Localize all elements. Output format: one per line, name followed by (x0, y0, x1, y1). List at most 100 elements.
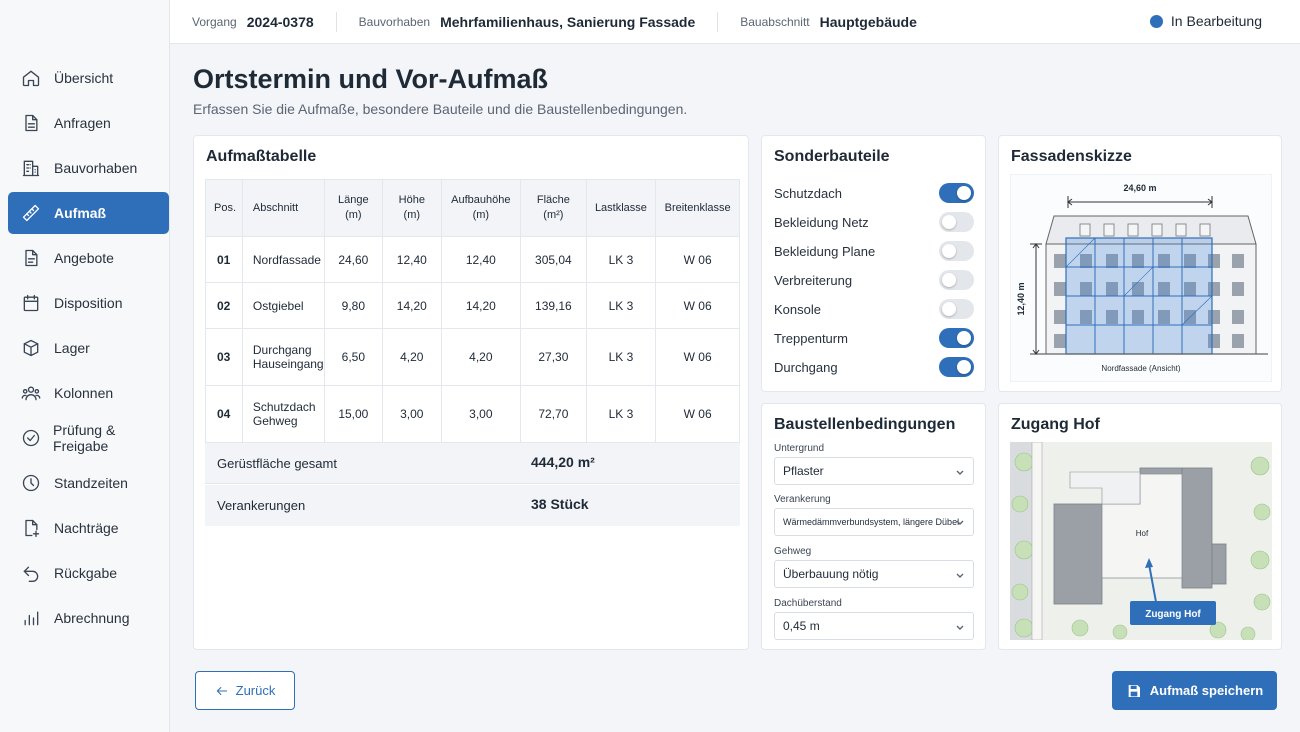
vorgang-value: 2024-0378 (246, 13, 314, 30)
toggle-treppenturm[interactable] (939, 328, 974, 348)
sidebar-item-label: Lager (54, 340, 90, 356)
sidebar-nav: Übersicht Anfragen Bauvorhaben Aufmaß An… (8, 57, 169, 642)
cell-aufbauhoehe: 4,20 (440, 328, 522, 386)
cell-abschnitt: Schutzdach Gehweg (241, 385, 325, 443)
fassadenskizze-card: Fassadenskizze 24,60 m (998, 135, 1282, 392)
facade-sketch: 24,60 m 12,40 m (1010, 174, 1272, 382)
table-row[interactable]: 02 Ostgiebel 9,80 14,20 14,20 139,16 LK … (205, 282, 740, 329)
cell-abschnitt: Durchgang Hauseingang (241, 328, 325, 386)
access-marker-label: Zugang Hof (1145, 609, 1201, 620)
cell-pos: 03 (205, 328, 243, 386)
toggle-bekleidung-netz[interactable] (939, 212, 974, 232)
sidebar-item-label: Übersicht (54, 70, 114, 86)
header-aufbauhoehe-unit: (m) (472, 209, 490, 221)
page-title: Ortstermin und Vor-Aufmaß (193, 64, 549, 94)
document-plus-icon (20, 517, 42, 539)
toggle-row-durchgang: Durchgang (774, 357, 974, 377)
verankerung-select[interactable]: Wärmedämmverbundsystem, längere Dübel (774, 508, 974, 536)
toggle-durchgang[interactable] (939, 357, 974, 377)
windows (1054, 254, 1244, 348)
document-icon (20, 112, 42, 134)
sidebar-item-angebote[interactable]: Angebote (8, 237, 169, 279)
cell-lastklasse: LK 3 (585, 328, 657, 386)
total-area-label: Gerüstfläche gesamt (217, 456, 337, 471)
bauabschnitt-label: Bauabschnitt (740, 14, 810, 29)
ruler-icon (20, 202, 42, 224)
sidebar-item-nachtraege[interactable]: Nachträge (8, 507, 169, 549)
toggle-label: Konsole (774, 301, 821, 317)
toggle-schutzdach[interactable] (939, 183, 974, 203)
save-icon (1128, 684, 1140, 697)
aufmass-card: Aufmaßtabelle Pos. Abschnitt Länge (m) Hö… (193, 135, 749, 650)
total-area-value: 444,20 m² (531, 454, 595, 470)
street (1010, 442, 1032, 640)
trees (1011, 452, 1271, 640)
untergrund-label: Untergrund (774, 443, 825, 454)
sidebar-item-bauvorhaben[interactable]: Bauvorhaben (8, 147, 169, 189)
courtyard-label: Hof (1136, 529, 1149, 538)
return-icon (20, 562, 42, 584)
sidebar-item-label: Anfragen (54, 115, 111, 131)
save-button[interactable]: Aufmaß speichern (1112, 671, 1277, 710)
cell-pos: 02 (205, 282, 243, 329)
header-pos: Pos. (205, 179, 243, 237)
chevron-down-icon (955, 621, 965, 631)
fassadenskizze-title: Fassadenskizze (1011, 148, 1132, 165)
sidebar-item-kolonnen[interactable]: Kolonnen (8, 372, 169, 414)
toggle-label: Durchgang (774, 359, 838, 375)
aufmass-title: Aufmaßtabelle (206, 148, 317, 165)
toggle-label: Treppenturm (774, 330, 848, 346)
anchors-label: Verankerungen (217, 498, 306, 513)
toggle-row-treppenturm: Treppenturm (774, 328, 974, 348)
cell-breitenklasse: W 06 (655, 328, 740, 386)
bauabschnitt-value: Hauptgebäude (819, 13, 917, 30)
sidebar-item-label: Abrechnung (54, 610, 130, 626)
sidebar-item-label: Angebote (54, 250, 114, 266)
sidebar-item-uebersicht[interactable]: Übersicht (8, 57, 169, 99)
sidebar-item-anfragen[interactable]: Anfragen (8, 102, 169, 144)
toggle-knob (942, 215, 956, 229)
cell-laenge: 15,00 (323, 385, 384, 443)
cell-abschnitt: Nordfassade (241, 236, 325, 283)
sidebar-item-rueckgabe[interactable]: Rückgabe (8, 552, 169, 594)
sidebar-item-abrechnung[interactable]: Abrechnung (8, 597, 169, 639)
toggle-knob (957, 331, 971, 345)
sidebar-item-disposition[interactable]: Disposition (8, 282, 169, 324)
cell-aufbauhoehe: 14,20 (440, 282, 522, 329)
sidebar-item-standzeiten[interactable]: Standzeiten (8, 462, 169, 504)
bauvorhaben-label: Bauvorhaben (358, 14, 431, 29)
chevron-down-icon (955, 466, 965, 476)
check-circle-icon (20, 427, 41, 449)
sidebar-item-pruefung[interactable]: Prüfung & Freigabe (8, 417, 169, 459)
back-button-label: Zurück (235, 683, 276, 698)
header-laenge: Länge (m) (323, 179, 384, 237)
header-hoehe-text: Höhe (398, 194, 425, 206)
toggle-konsole[interactable] (939, 299, 974, 319)
toggle-verbreiterung[interactable] (939, 270, 974, 290)
toggle-label: Schutzdach (774, 185, 842, 201)
sidebar-item-lager[interactable]: Lager (8, 327, 169, 369)
table-row[interactable]: 04 Schutzdach Gehweg 15,00 3,00 3,00 72,7… (205, 385, 740, 443)
toggle-bekleidung-plane[interactable] (939, 241, 974, 261)
top-bar: Vorgang 2024-0378 Bauvorhaben Mehrfamili… (170, 0, 1300, 44)
save-button-label: Aufmaß speichern (1149, 683, 1264, 698)
gehweg-select[interactable]: Überbauung nötig (774, 560, 974, 588)
table-header-row: Pos. Abschnitt Länge (m) Höhe (m) Aufbauhö… (205, 179, 740, 237)
access-marker[interactable] (1130, 601, 1216, 625)
scaffold-grid (1065, 237, 1213, 354)
dachueberstand-select[interactable]: 0,45 m (774, 612, 974, 640)
aufmass-table: Pos. Abschnitt Länge (m) Höhe (m) Aufbauhö… (205, 179, 740, 443)
height-label: 12,40 m (1016, 282, 1026, 315)
sonderbauteile-card: Sonderbauteile Schutzdach Bekleidung Net… (761, 135, 986, 392)
cell-hoehe: 14,20 (382, 282, 442, 329)
header-lastklasse: Lastklasse (585, 179, 657, 237)
cell-abschnitt-line2: Hauseingang (252, 357, 324, 371)
back-button[interactable]: Zurück (195, 671, 295, 710)
sidebar-item-label: Rückgabe (54, 565, 118, 581)
table-row[interactable]: 03 Durchgang Hauseingang 6,50 4,20 4,20 2… (205, 328, 740, 386)
toggle-label: Bekleidung Netz (774, 214, 869, 230)
table-row[interactable]: 01 Nordfassade 24,60 12,40 12,40 305,04 … (205, 236, 740, 283)
untergrund-select[interactable]: Pflaster (774, 457, 974, 485)
header-flaeche-unit: (m²) (543, 209, 564, 221)
sidebar-item-aufmass[interactable]: Aufmaß (8, 192, 169, 234)
